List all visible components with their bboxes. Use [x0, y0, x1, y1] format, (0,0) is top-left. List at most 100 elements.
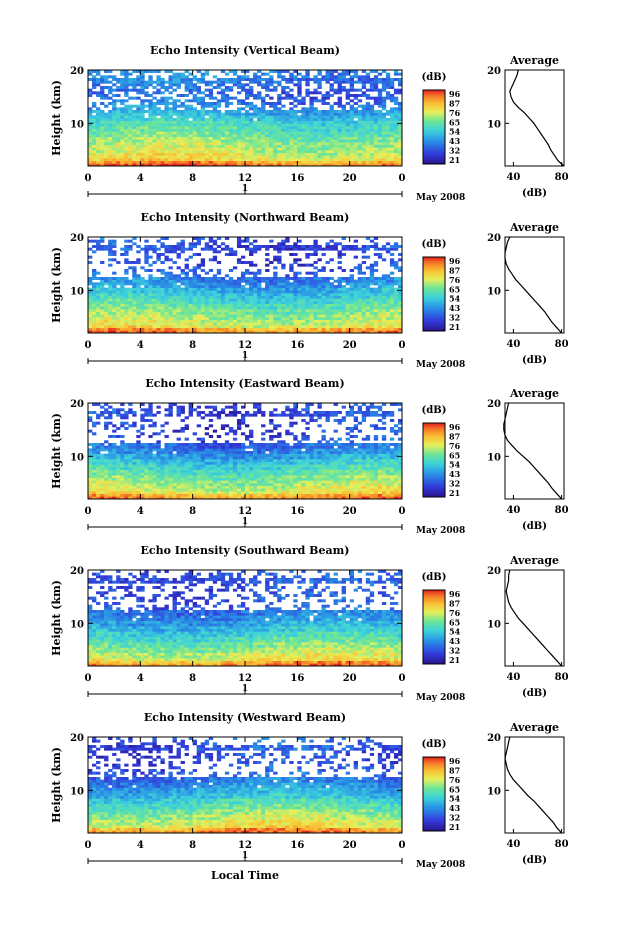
heatmap-cell	[124, 303, 129, 307]
heatmap-cell	[168, 134, 173, 137]
heatmap-cell	[385, 330, 391, 334]
heatmap-cell	[152, 147, 157, 151]
heatmap-cell	[277, 247, 282, 251]
heatmap-cell	[100, 239, 105, 243]
heatmap-cell	[245, 104, 250, 108]
heatmap-cell	[140, 150, 145, 153]
heatmap-cell	[397, 314, 403, 318]
heatmap-cell	[200, 488, 206, 492]
heatmap-cell	[377, 134, 383, 137]
heatmap-cell	[220, 152, 226, 156]
heatmap-cell	[309, 107, 314, 111]
heatmap-cell	[373, 126, 379, 129]
heatmap-cell	[240, 306, 246, 310]
heatmap-cell	[100, 483, 105, 486]
heatmap-cell	[208, 293, 214, 296]
heatmap-cell	[128, 317, 133, 320]
heatmap-cell	[188, 279, 193, 283]
heatmap-cell	[184, 120, 189, 124]
heatmap-cell	[385, 152, 391, 156]
heatmap-cell	[92, 245, 97, 248]
heatmap-cell	[337, 306, 342, 310]
heatmap-cell	[305, 142, 310, 145]
heatmap-cell	[156, 279, 161, 283]
heatmap-cell	[136, 309, 141, 312]
heatmap-cell	[337, 115, 342, 119]
heatmap-cell	[156, 301, 161, 304]
heatmap-cell	[164, 309, 169, 312]
heatmap-cell	[381, 80, 387, 84]
heatmap-cell	[277, 123, 282, 127]
heatmap-cell	[321, 139, 326, 143]
heatmap-cell	[216, 303, 222, 307]
heatmap-cell	[265, 306, 270, 310]
heatmap-cell	[172, 131, 177, 135]
heatmap-cell	[297, 285, 302, 288]
heatmap-cell	[273, 123, 278, 127]
heatmap-cell	[269, 134, 274, 137]
heatmap-cell	[204, 483, 210, 486]
heatmap-cell	[144, 94, 149, 97]
heatmap-cell	[309, 311, 314, 315]
heatmap-cell	[305, 160, 310, 164]
heatmap-cell	[265, 118, 270, 121]
heatmap-cell	[389, 112, 395, 116]
heatmap-cell	[257, 290, 262, 294]
heatmap-cell	[393, 279, 399, 283]
heatmap-cell	[257, 112, 262, 116]
heatmap-cell	[200, 131, 206, 135]
heatmap-cell	[204, 493, 210, 497]
heatmap-cell	[124, 115, 129, 119]
heatmap-cell	[212, 301, 218, 304]
heatmap-cell	[88, 152, 93, 156]
heatmap-cell	[253, 126, 258, 129]
heatmap-cell	[309, 298, 314, 302]
heatmap-cell	[88, 485, 93, 489]
heatmap-cell	[385, 282, 391, 286]
heatmap-cell	[381, 96, 387, 100]
heatmap-cell	[361, 83, 367, 87]
heatmap-cell	[325, 493, 330, 497]
heatmap-cell	[297, 123, 302, 127]
heatmap-cell	[168, 112, 173, 116]
colorbar-segment	[423, 275, 445, 278]
heatmap-cell	[357, 163, 363, 167]
heatmap-cell	[112, 314, 117, 318]
heatmap-cell	[148, 144, 153, 148]
heatmap-cell	[337, 142, 342, 145]
heatmap-cell	[321, 483, 326, 486]
heatmap-cell	[104, 104, 109, 108]
heatmap-cell	[297, 327, 302, 331]
heatmap-cell	[184, 491, 189, 494]
heatmap-cell	[100, 94, 105, 97]
heatmap-cell	[228, 142, 234, 145]
heatmap-cell	[152, 91, 157, 95]
heatmap-cell	[216, 104, 222, 108]
heatmap-cell	[385, 144, 391, 148]
heatmap-cell	[313, 279, 318, 283]
heatmap-cell	[192, 110, 197, 113]
heatmap-cell	[365, 491, 371, 494]
heatmap-cell	[345, 295, 350, 299]
heatmap-cell	[188, 128, 193, 132]
heatmap-cell	[228, 112, 234, 116]
heatmap-cell	[337, 131, 342, 135]
heatmap-cell	[265, 126, 270, 129]
heatmap-cell	[301, 485, 306, 489]
heatmap-cell	[341, 115, 346, 119]
heatmap-cell	[317, 245, 322, 248]
heatmap-cell	[345, 301, 350, 304]
heatmap-cell	[297, 319, 302, 323]
heatmap-cell	[277, 261, 282, 264]
heatmap-cell	[305, 94, 310, 97]
heatmap-cell	[381, 488, 387, 492]
heatmap-cell	[128, 306, 133, 310]
heatmap-cell	[341, 237, 346, 240]
heatmap-cell	[204, 104, 210, 108]
heatmap-cell	[385, 78, 391, 81]
heatmap-cell	[212, 488, 218, 492]
heatmap-cell	[273, 150, 278, 153]
colorbar-segment	[423, 323, 445, 326]
heatmap-cell	[236, 134, 242, 137]
heatmap-cell	[257, 134, 262, 137]
